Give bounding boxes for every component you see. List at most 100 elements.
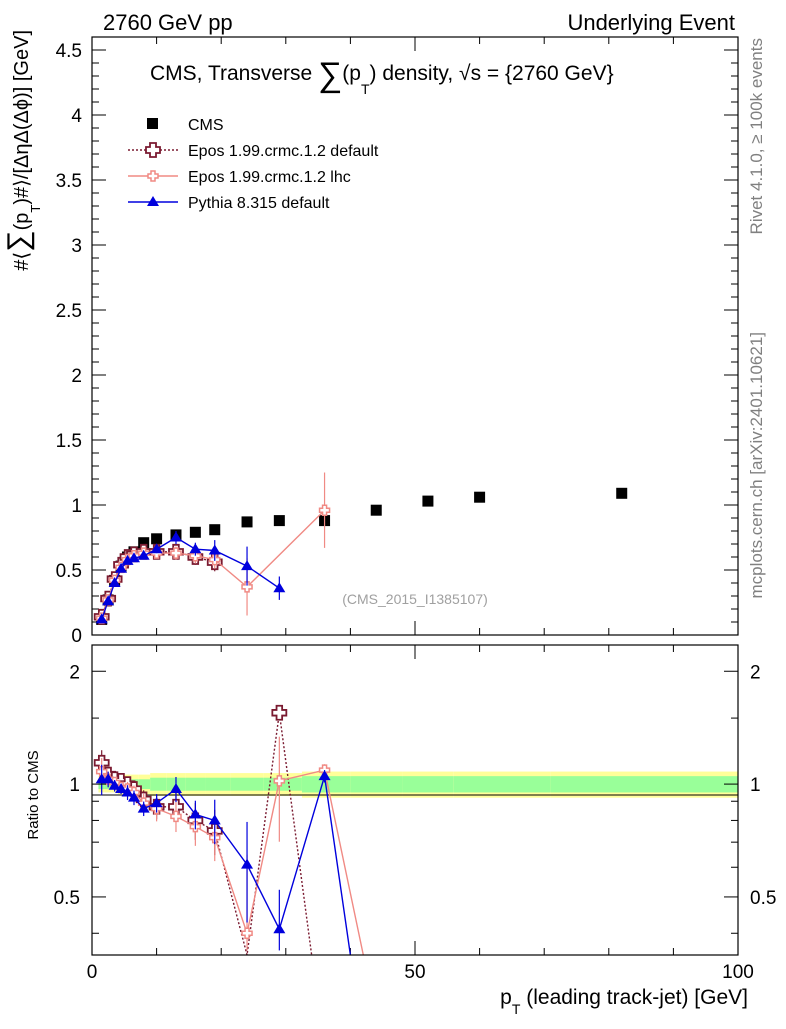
- cms-data-point: [241, 516, 253, 528]
- legend-marker-epos-lhc: [147, 170, 159, 182]
- ratio-y-tick-label: 1: [69, 775, 80, 796]
- legend-label-pythia: Pythia 8.315 default: [188, 195, 330, 212]
- ratio-band-green: [205, 777, 231, 791]
- ratio-y-tick-label: 2: [69, 662, 80, 683]
- ratio-band-green: [402, 776, 454, 793]
- x-tick-labels: 0 50 100: [87, 962, 754, 983]
- side-rivet: Rivet 4.1.0, ≥ 100k events: [747, 38, 766, 234]
- x-tick-label: 50: [404, 962, 425, 983]
- pythia-ratio-point: [115, 783, 128, 794]
- pythia-point: [150, 543, 163, 554]
- cms-data-point: [422, 495, 434, 507]
- legend-label-cms: CMS: [188, 117, 224, 134]
- epos-lhc-point: [170, 547, 182, 559]
- y-tick-label: 3: [71, 236, 82, 257]
- legend-marker-epos-default: [145, 142, 161, 158]
- cms-data-point: [474, 491, 486, 503]
- cms-data-point: [189, 526, 201, 538]
- y-tick-label: 3.5: [56, 171, 82, 192]
- epos-lhc-point: [318, 504, 331, 516]
- y-tick-label: 2: [71, 366, 82, 387]
- y-tick-label: 2.5: [56, 301, 82, 322]
- ratio-axis-ticks: [92, 670, 738, 934]
- ratio-y-tick-label-right: 1: [750, 775, 761, 796]
- legend-label-epos-default: Epos 1.99.crmc.1.2 default: [188, 143, 379, 160]
- epos-default-ratio-point: [271, 704, 288, 721]
- y-tick-label: 0.5: [56, 561, 82, 582]
- pythia-ratio-point: [127, 791, 140, 802]
- pythia-ratio-point: [108, 779, 121, 790]
- ratio-y-tick-label-right: 2: [750, 662, 761, 683]
- legend-marker-pythia: [147, 196, 159, 206]
- pythia-point: [115, 562, 128, 573]
- y-tick-label: 1.5: [56, 431, 82, 452]
- ratio-band-green: [453, 776, 551, 793]
- side-mcplots: mcplots.cern.ch [arXiv:2401.10621]: [747, 332, 766, 598]
- y-tick-label: 0: [71, 626, 82, 647]
- pythia-ratio-point: [137, 802, 150, 813]
- pythia-ratio-point: [150, 797, 163, 808]
- cms-data-point: [151, 533, 163, 545]
- cms-data-point: [616, 487, 628, 499]
- pythia-ratio-point: [208, 814, 221, 825]
- pythia-ratio-point: [189, 808, 202, 819]
- epos-lhc-ratio-point: [273, 775, 286, 787]
- ratio-uncertainty-band: [98, 771, 738, 798]
- pythia-point: [108, 577, 121, 587]
- ratio-frame: [91, 644, 739, 956]
- pythia-point: [102, 595, 115, 606]
- pythia-point: [169, 531, 182, 542]
- main-panel: 0 0.5 1 1.5 2 2.5 3 3.5 4 4.5 CMS, Transverse ∑(p…: [2, 30, 739, 955]
- legend: CMS Epos 1.99.crmc.1.2 default Epos 1.99…: [128, 117, 379, 212]
- epos-default-ratio-line: [101, 712, 313, 956]
- pythia-ratio-point: [169, 783, 182, 794]
- x-tick-label: 0: [87, 962, 98, 983]
- pythia-ratio-line: [101, 775, 352, 956]
- pythia-point: [127, 552, 140, 563]
- pythia-ratio-point: [241, 858, 254, 869]
- analysis-watermark: (CMS_2015_I1385107): [342, 591, 488, 607]
- epos-lhc-point: [241, 581, 253, 593]
- pythia-point: [273, 582, 286, 593]
- chart-title: CMS, Transverse ∑(pT) density, √s = {276…: [150, 56, 614, 97]
- cms-data-point: [209, 524, 221, 536]
- pythia-ratio-point: [318, 770, 331, 781]
- y-tick-label: 4: [71, 106, 82, 127]
- header-right: Underlying Event: [567, 10, 735, 35]
- pythia-point: [137, 549, 150, 560]
- ratio-ytick-labels: 0.5 0.5 1 1 2 2: [54, 662, 777, 909]
- ratio-band-green: [150, 777, 167, 791]
- cms-data-point: [370, 504, 382, 516]
- pythia-point: [95, 613, 108, 624]
- pythia-point: [208, 544, 221, 555]
- y-axis-label: #⟨∑(pT)#⟩/[ΔηΔ(Δϕ)] [GeV]: [2, 30, 43, 271]
- ratio-band-green: [550, 776, 738, 793]
- ratio-y-axis-label: Ratio to CMS: [25, 750, 42, 839]
- cms-data-point: [138, 537, 150, 549]
- cms-data-point: [273, 515, 285, 527]
- pythia-point: [189, 543, 202, 554]
- legend-label-epos-lhc: Epos 1.99.crmc.1.2 lhc: [188, 169, 351, 186]
- ratio-y-tick-label-right: 0.5: [750, 888, 776, 909]
- pythia-point: [121, 554, 134, 565]
- ratio-band-green: [185, 777, 206, 791]
- ratio-band-green: [230, 777, 264, 791]
- ratio-series-layer: [93, 704, 365, 956]
- y-tick-label: 4.5: [56, 41, 82, 62]
- y-tick-label: 1: [71, 496, 82, 517]
- main-ytick-labels: 0 0.5 1 1.5 2 2.5 3 3.5 4 4.5: [56, 41, 83, 647]
- ratio-band-green: [263, 777, 302, 791]
- pythia-point: [241, 560, 254, 571]
- pythia-ratio-point: [102, 773, 115, 784]
- pythia-ratio-point: [273, 923, 286, 934]
- legend-marker-cms: [147, 118, 158, 129]
- ratio-y-tick-label: 0.5: [54, 888, 80, 909]
- main-series-layer: [93, 472, 628, 625]
- x-tick-label: 100: [722, 962, 754, 983]
- epos-lhc-ratio-point: [170, 810, 182, 823]
- ratio-band-green: [350, 776, 403, 793]
- epos-lhc-ratio-point: [241, 927, 253, 940]
- ratio-panel: Ratio to CMS 0.5 0.5 1 1 2 2 0 50 100 pT (leadi…: [25, 644, 777, 1017]
- x-axis-label: pT (leading track-jet) [GeV]: [500, 986, 748, 1017]
